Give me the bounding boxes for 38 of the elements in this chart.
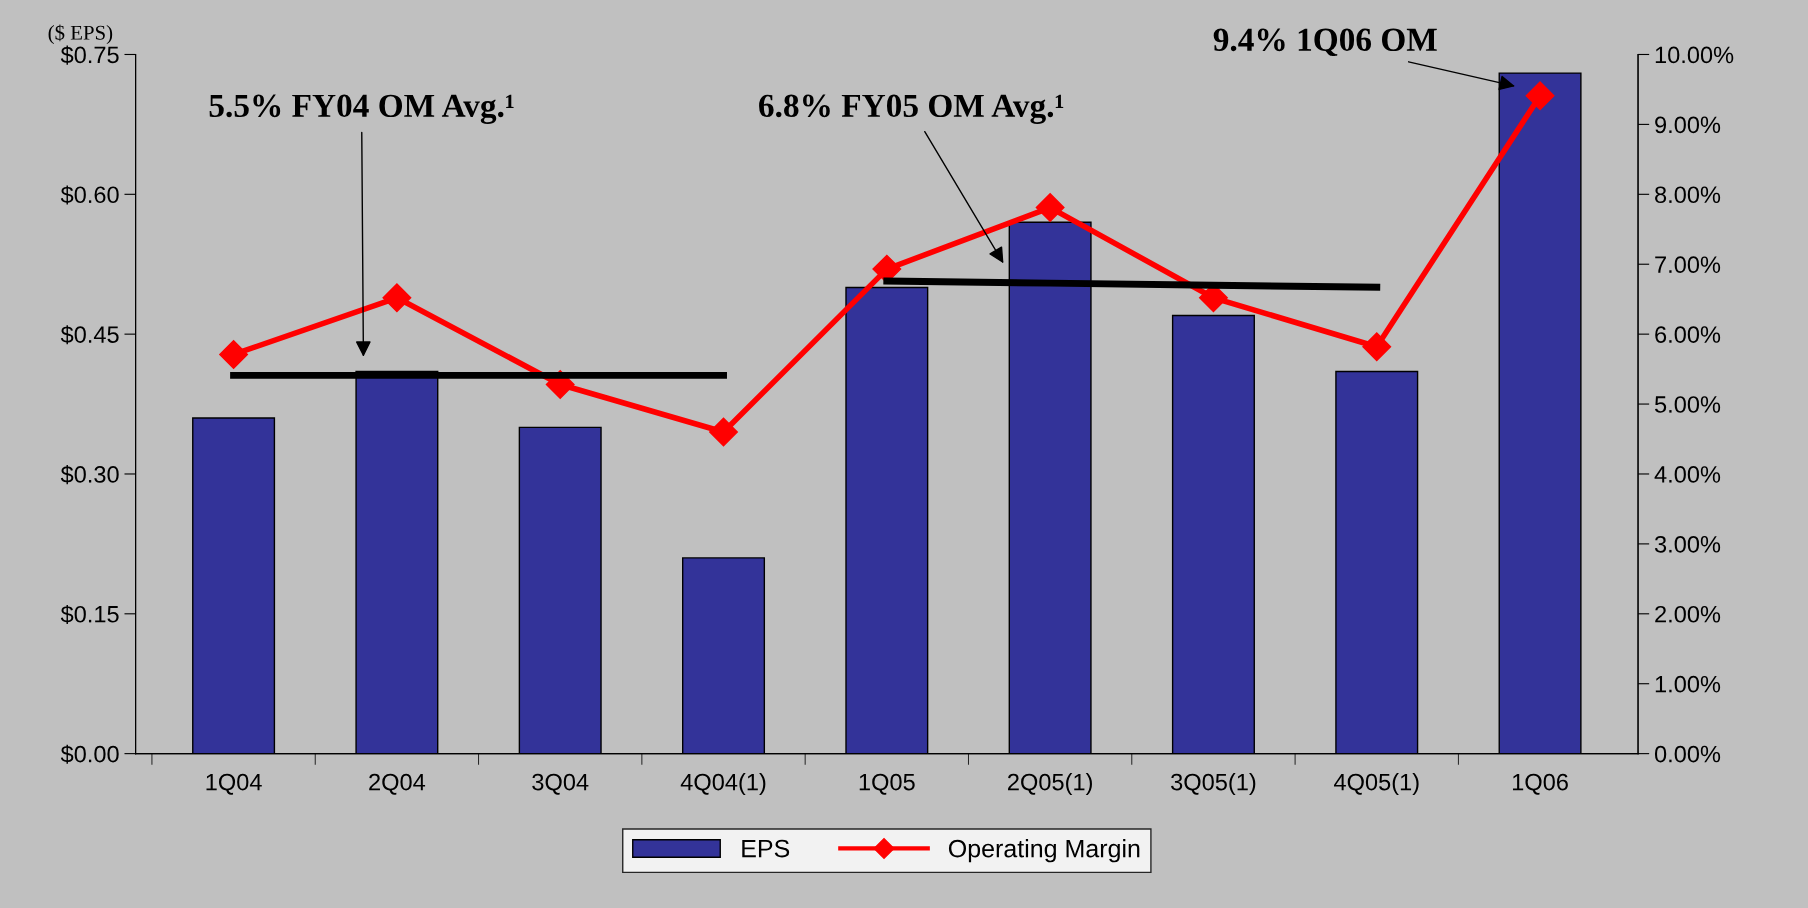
point bbox=[1525, 81, 1555, 111]
y-tick-label: $0.60 bbox=[60, 185, 119, 205]
y-tick-label: $0.00 bbox=[60, 744, 119, 764]
legend-label: EPS bbox=[742, 839, 790, 858]
point bbox=[382, 283, 412, 313]
annotation: 5.5% FY04 OM Avg.¹ bbox=[209, 94, 514, 125]
legend-label: Operating Margin bbox=[948, 839, 1140, 863]
y2-tick-label: 4.00% bbox=[1654, 466, 1721, 483]
point bbox=[1035, 193, 1065, 223]
x-tick-label: 4Q05(1) bbox=[1333, 773, 1419, 796]
y2-tick-label: 7.00% bbox=[1655, 256, 1721, 274]
y-tick-label: $0.30 bbox=[60, 465, 119, 485]
y-tick-label: $0.45 bbox=[60, 325, 119, 345]
y2-tick-label: 9.00% bbox=[1655, 116, 1721, 134]
x-tick-label: 2Q05(1) bbox=[1008, 773, 1092, 796]
point bbox=[709, 417, 738, 447]
x-tick-label: 1Q04 bbox=[206, 773, 262, 795]
y2-tick-label: 8.00% bbox=[1655, 186, 1721, 204]
y-axis-title: ($ EPS) bbox=[48, 24, 113, 44]
x-tick-label: 3Q05(1) bbox=[1171, 773, 1256, 796]
y2-tick-label: 10.00% bbox=[1655, 46, 1734, 64]
y2-tick-label: 2.00% bbox=[1655, 605, 1721, 623]
x-tick-label: 1Q05 bbox=[859, 773, 915, 795]
annotation: 6.8% FY05 OM Avg.¹ bbox=[759, 94, 1064, 125]
point bbox=[1362, 332, 1392, 362]
y2-tick-label: 1.00% bbox=[1655, 675, 1721, 693]
y2-tick-label: 0.00% bbox=[1654, 745, 1721, 763]
y2-tick-label: 5.00% bbox=[1654, 396, 1721, 413]
x-tick-label: 4Q04(1) bbox=[680, 773, 766, 796]
x-tick-label: 3Q04 bbox=[532, 773, 589, 795]
y2-tick-label: 3.00% bbox=[1654, 535, 1721, 553]
y-tick-label: $0.75 bbox=[60, 45, 119, 65]
x-tick-label: 1Q06 bbox=[1512, 773, 1568, 795]
y2-tick-label: 6.00% bbox=[1655, 326, 1721, 343]
y-tick-label: $0.15 bbox=[60, 604, 119, 624]
x-tick-label: 2Q04 bbox=[369, 773, 426, 795]
annotation: 9.4% 1Q06 OM bbox=[1213, 28, 1437, 57]
point bbox=[219, 339, 249, 369]
